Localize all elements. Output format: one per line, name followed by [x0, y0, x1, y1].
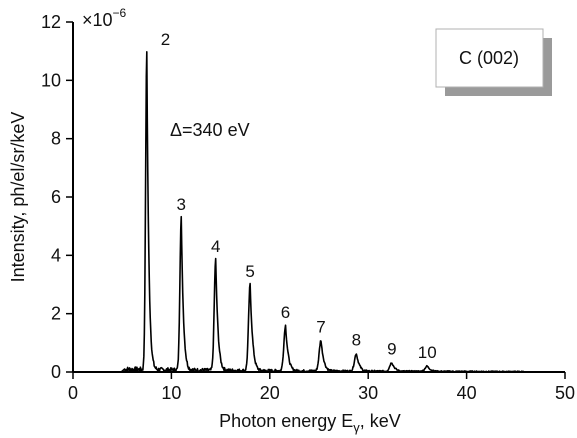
y-tick-label: 0 [51, 362, 61, 382]
peak-label: 3 [177, 195, 186, 214]
ticks [66, 21, 566, 379]
legend: C (002) [435, 28, 552, 96]
x-tick-label: 20 [260, 383, 280, 403]
y-multiplier: ×10−6 [82, 6, 127, 30]
peak-labels: 2 3 4 5 6 7 8 9 10 [161, 30, 437, 362]
x-tick-label: 10 [161, 383, 181, 403]
y-tick-label: 8 [51, 129, 61, 149]
x-tick-label: 40 [457, 383, 477, 403]
x-axis-title-sub: γ [353, 420, 360, 435]
delta-annotation: Δ=340 eV [170, 120, 250, 140]
y-tick-label: 12 [41, 12, 61, 32]
peak-label: 2 [161, 30, 170, 49]
y-axis-title: Intensity, ph/el/sr/keV [8, 112, 28, 283]
peak-label: 4 [211, 237, 220, 256]
peak-label: 10 [418, 343, 437, 362]
y-multiplier-exp: −6 [113, 6, 127, 20]
peak-label: 5 [245, 262, 254, 281]
x-tick-label: 50 [555, 383, 575, 403]
x-tick-label: 30 [358, 383, 378, 403]
x-tick-label: 0 [68, 383, 78, 403]
x-axis-title-suffix: , keV [360, 411, 401, 431]
y-multiplier-base: ×10 [82, 10, 113, 30]
y-tick-label: 10 [41, 70, 61, 90]
legend-box [435, 28, 544, 88]
peak-label: 9 [387, 339, 396, 358]
series-line [120, 51, 527, 373]
y-tick-label: 6 [51, 187, 61, 207]
x-axis-title-main: Photon energy E [219, 411, 353, 431]
x-axis-title: Photon energy Eγ, keV [219, 411, 401, 435]
y-tick-label: 4 [51, 245, 61, 265]
tick-labels: 0 10 20 30 40 50 0 2 4 6 8 10 12 [41, 12, 575, 403]
peak-label: 8 [352, 331, 361, 350]
y-tick-label: 2 [51, 304, 61, 324]
peak-label: 6 [281, 303, 290, 322]
legend-label: C (002) [459, 48, 519, 68]
peak-label: 7 [316, 317, 325, 336]
